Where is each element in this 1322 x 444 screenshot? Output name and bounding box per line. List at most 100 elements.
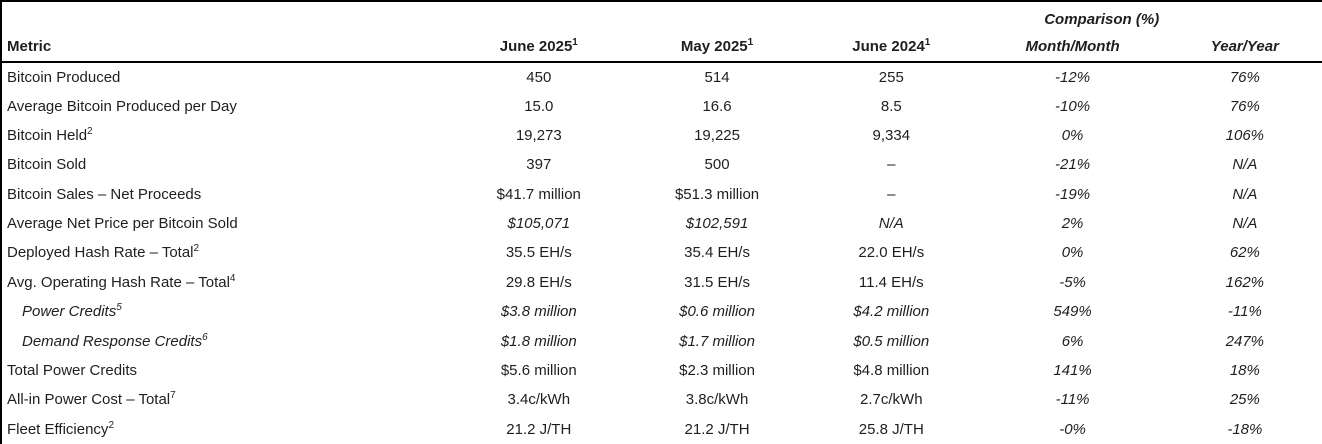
june-2025-value-cell: $5.6 million xyxy=(500,361,577,379)
table-row: Avg. Operating Hash Rate – Total4 29.8 EH… xyxy=(2,268,1322,297)
table-body: Bitcoin Produced 450 514 255 -12% 76% Average … xyxy=(2,62,1322,444)
month-month-value-cell: -21% xyxy=(1055,156,1091,174)
column-header-june-2024: June 20241 xyxy=(805,28,978,63)
table-row: Bitcoin Held2 19,273 19,225 9,334 0% 106% xyxy=(2,121,1322,150)
metric-label: Avg. Operating Hash Rate – Total4 xyxy=(7,272,236,291)
footnote-ref: 5 xyxy=(116,302,122,314)
june-2024-value-cell: – xyxy=(887,185,896,203)
table-row: Average Bitcoin Produced per Day 15.0 16.6… xyxy=(2,91,1322,120)
may-2025-value-cell: $2.3 million xyxy=(679,361,755,379)
month-month-value-cell: -12% xyxy=(1055,68,1091,86)
column-header-label: Year/Year xyxy=(1210,38,1279,55)
metric-label: Average Net Price per Bitcoin Sold xyxy=(7,215,238,233)
year-year-value-cell: 62% xyxy=(1229,244,1260,262)
header-spacer xyxy=(2,2,977,28)
year-year-value-cell: N/A xyxy=(1232,185,1258,203)
column-header-year-year: Year/Year xyxy=(1167,28,1322,63)
metric-label: Bitcoin Sales – Net Proceeds xyxy=(7,185,202,203)
year-year-value-cell: N/A xyxy=(1232,156,1258,174)
column-header-label: Month/Month xyxy=(1025,38,1120,55)
june-2024-value-cell: 11.4 EH/s xyxy=(858,273,924,291)
june-2024-value-cell: – xyxy=(887,156,896,174)
metric-label: Deployed Hash Rate – Total2 xyxy=(7,243,200,262)
june-2025-value-cell: $1.8 million xyxy=(500,332,577,350)
table-row: Bitcoin Sales – Net Proceeds $41.7 millio… xyxy=(2,180,1322,209)
footnote-ref: 1 xyxy=(747,37,754,48)
june-2024-value-cell: 25.8 J/TH xyxy=(858,420,924,438)
comparison-header-row: Comparison (%) xyxy=(2,2,1322,28)
year-year-value-cell: N/A xyxy=(1232,215,1258,233)
june-2025-value-cell: 3.4c/kWh xyxy=(507,391,571,409)
june-2024-value-cell: N/A xyxy=(878,215,904,233)
june-2025-value-cell: $3.8 million xyxy=(500,303,577,321)
june-2025-value-cell: 21.2 J/TH xyxy=(506,420,572,438)
june-2025-value-cell: 397 xyxy=(526,156,552,174)
may-2025-value-cell: 21.2 J/TH xyxy=(684,420,750,438)
month-month-value-cell: 141% xyxy=(1053,361,1092,379)
year-year-value-cell: 247% xyxy=(1225,332,1265,350)
month-month-value-cell: 0% xyxy=(1061,126,1084,144)
june-2025-value-cell: 15.0 xyxy=(524,97,554,115)
column-header-may-2025: May 20251 xyxy=(628,28,806,63)
footnote-ref: 7 xyxy=(170,390,176,402)
june-2025-value-cell: 35.5 EH/s xyxy=(505,244,572,262)
june-2025-value-cell: $41.7 million xyxy=(496,185,581,203)
june-2024-value-cell: 8.5 xyxy=(880,97,902,115)
month-month-value-cell: -11% xyxy=(1055,391,1090,409)
month-month-value-cell: 549% xyxy=(1053,303,1092,321)
table-row: All-in Power Cost – Total7 3.4c/kWh 3.8c/k… xyxy=(2,385,1322,414)
metric-label: Demand Response Credits6 xyxy=(22,331,208,350)
may-2025-value-cell: $0.6 million xyxy=(679,303,755,321)
footnote-ref: 1 xyxy=(924,37,931,48)
footnote-ref: 4 xyxy=(229,272,236,284)
june-2024-value-cell: 255 xyxy=(878,68,904,86)
year-year-value-cell: 162% xyxy=(1225,273,1265,291)
month-month-value-cell: -5% xyxy=(1059,273,1086,291)
may-2025-value-cell: 500 xyxy=(704,156,730,174)
month-month-value-cell: 2% xyxy=(1061,215,1084,233)
metric-label: Total Power Credits xyxy=(7,361,138,379)
june-2025-value-cell: 450 xyxy=(526,68,552,86)
may-2025-value-cell: 35.4 EH/s xyxy=(684,244,750,262)
june-2024-value-cell: 2.7c/kWh xyxy=(860,391,923,409)
column-header-label: June 2024 xyxy=(852,38,925,55)
month-month-value-cell: 6% xyxy=(1061,332,1084,350)
table-row: Deployed Hash Rate – Total2 35.5 EH/s 35.4… xyxy=(2,238,1322,267)
metric-label: Bitcoin Held2 xyxy=(7,125,93,144)
year-year-value-cell: -18% xyxy=(1227,420,1263,438)
column-header-metric: Metric xyxy=(2,28,449,63)
month-month-value-cell: -19% xyxy=(1055,185,1091,203)
may-2025-value-cell: 31.5 EH/s xyxy=(684,273,750,291)
month-month-value-cell: 0% xyxy=(1061,244,1084,262)
footnote-ref: 2 xyxy=(108,419,114,431)
column-header-june-2025: June 20251 xyxy=(448,28,629,63)
may-2025-value-cell: 16.6 xyxy=(702,97,732,115)
month-month-value-cell: -10% xyxy=(1055,97,1091,115)
may-2025-value-cell: $102,591 xyxy=(685,215,749,233)
table-row: Bitcoin Produced 450 514 255 -12% 76% xyxy=(2,62,1322,91)
comparison-group-header: Comparison (%) xyxy=(1044,11,1160,28)
may-2025-value-cell: 3.8c/kWh xyxy=(685,391,749,409)
table-row: Demand Response Credits6 $1.8 million $1.7… xyxy=(2,326,1322,355)
year-year-value-cell: 76% xyxy=(1229,68,1260,86)
table-row: Average Net Price per Bitcoin Sold $105,0… xyxy=(2,209,1322,238)
year-year-value-cell: 76% xyxy=(1229,97,1260,115)
metric-label: Bitcoin Produced xyxy=(7,68,121,86)
column-header-label: June 2025 xyxy=(499,38,573,55)
footnote-ref: 6 xyxy=(202,331,208,343)
table-row: Fleet Efficiency2 21.2 J/TH 21.2 J/TH 25.8 … xyxy=(2,415,1322,444)
june-2025-value-cell: 19,273 xyxy=(515,126,562,144)
footnote-ref: 2 xyxy=(87,125,93,137)
table-row: Bitcoin Sold 397 500 – -21% N/A xyxy=(2,150,1322,179)
footnote-ref: 1 xyxy=(572,37,578,48)
june-2024-value-cell: 9,334 xyxy=(872,126,911,144)
table-row: Total Power Credits $5.6 million $2.3 mill… xyxy=(2,356,1322,385)
may-2025-value-cell: $51.3 million xyxy=(674,185,760,203)
june-2025-value-cell: $105,071 xyxy=(507,215,571,233)
year-year-value-cell: 106% xyxy=(1225,126,1265,144)
year-year-value-cell: 25% xyxy=(1229,391,1260,409)
month-month-value-cell: -0% xyxy=(1059,420,1086,438)
may-2025-value-cell: $1.7 million xyxy=(679,332,755,350)
footnote-ref: 2 xyxy=(193,243,200,255)
